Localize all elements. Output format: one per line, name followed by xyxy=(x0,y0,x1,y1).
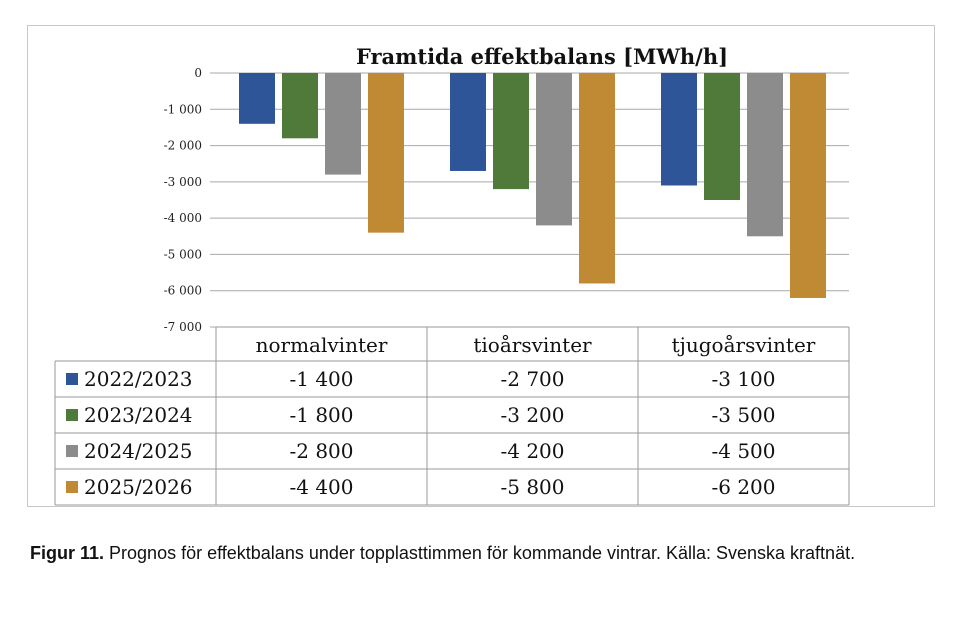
bar-2024-2025-tjugoårsvinter xyxy=(747,73,783,237)
table-cell: -4 200 xyxy=(500,439,564,463)
y-tick-label: -6 000 xyxy=(164,284,202,298)
table-cell: -1 800 xyxy=(289,403,353,427)
legend-swatch xyxy=(66,445,78,457)
bar-2023-2024-tjugoårsvinter xyxy=(704,73,740,200)
table-cell: -3 200 xyxy=(500,403,564,427)
bar-chart: Framtida effektbalans [MWh/h] 0 -1 000 -2 … xyxy=(54,44,850,506)
data-table: normalvinter tioårsvinter tjugoårsvinter 20… xyxy=(54,326,850,506)
y-tick-label: -3 000 xyxy=(164,175,202,189)
bar-2024-2025-normalvinter xyxy=(325,73,361,175)
bar-2025-2026-tioårsvinter xyxy=(579,73,615,284)
caption-label: Figur 11. xyxy=(30,543,105,563)
y-tick-label: -2 000 xyxy=(164,139,202,153)
table-cell: -1 400 xyxy=(289,367,353,391)
y-tick-label: -4 000 xyxy=(164,211,202,225)
legend-swatch xyxy=(66,373,78,385)
y-tick-label: 0 xyxy=(194,66,202,80)
bar-2023-2024-normalvinter xyxy=(282,73,318,139)
bar-2024-2025-tioårsvinter xyxy=(536,73,572,226)
legend-label: 2025/2026 xyxy=(84,475,193,499)
table-cell: -2 700 xyxy=(500,367,564,391)
y-tick-label: -1 000 xyxy=(164,102,202,116)
y-tick-label: -7 000 xyxy=(164,320,202,334)
bar-2022-2023-tioårsvinter xyxy=(450,73,486,171)
table-cell: -5 800 xyxy=(500,475,564,499)
category-label: tjugoårsvinter xyxy=(672,333,816,357)
bar-2022-2023-tjugoårsvinter xyxy=(661,73,697,186)
category-label: normalvinter xyxy=(256,333,388,357)
table-cell: -4 500 xyxy=(711,439,775,463)
bar-2025-2026-tjugoårsvinter xyxy=(790,73,826,298)
table-cell: -2 800 xyxy=(289,439,353,463)
legend-label: 2024/2025 xyxy=(84,439,193,463)
legend-swatch xyxy=(66,409,78,421)
figure-caption: Figur 11. Prognos för effektbalans under… xyxy=(30,540,930,566)
bars xyxy=(239,73,826,298)
legend-label: 2023/2024 xyxy=(84,403,193,427)
bar-2023-2024-tioårsvinter xyxy=(493,73,529,190)
y-tick-label: -5 000 xyxy=(164,247,202,261)
bar-2025-2026-normalvinter xyxy=(368,73,404,233)
caption-text: Prognos för effektbalans under topplastt… xyxy=(104,543,856,563)
y-axis-ticks: 0 -1 000 -2 000 -3 000 -4 000 -5 000 -6 000 -7 … xyxy=(164,66,202,334)
legend-label: 2022/2023 xyxy=(84,367,193,391)
table-cell: -6 200 xyxy=(711,475,775,499)
table-cell: -3 100 xyxy=(711,367,775,391)
chart-title: Framtida effektbalans [MWh/h] xyxy=(356,44,728,69)
table-cell: -4 400 xyxy=(289,475,353,499)
table-cell: -3 500 xyxy=(711,403,775,427)
legend-swatch xyxy=(66,481,78,493)
bar-2022-2023-normalvinter xyxy=(239,73,275,124)
category-label: tioårsvinter xyxy=(473,333,592,357)
